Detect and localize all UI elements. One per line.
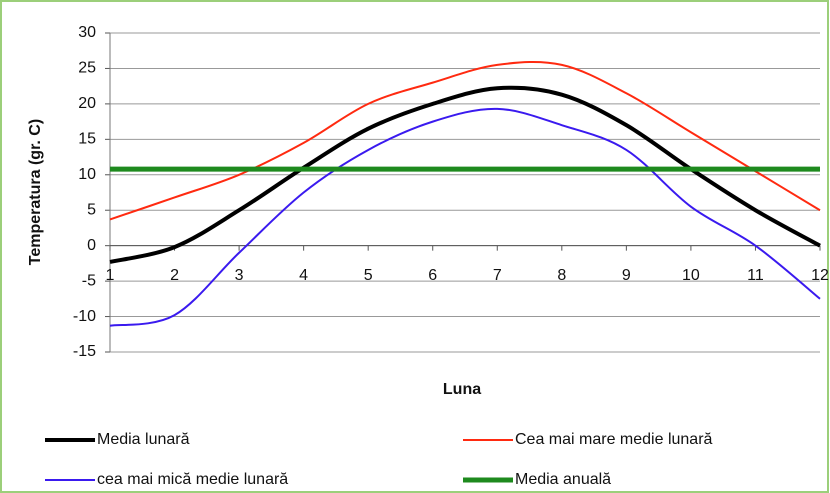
x-tick-label: 7 bbox=[493, 267, 502, 284]
legend-label: Media lunară bbox=[97, 431, 190, 448]
legend-label: Media anuală bbox=[515, 471, 611, 488]
x-tick-label: 3 bbox=[235, 267, 244, 284]
y-tick-label: 10 bbox=[78, 166, 96, 183]
x-tick-label: 6 bbox=[428, 267, 437, 284]
x-tick-label: 5 bbox=[364, 267, 373, 284]
x-axis-label: Luna bbox=[443, 381, 481, 398]
y-tick-label: -5 bbox=[82, 272, 96, 289]
y-tick-label: 0 bbox=[87, 237, 96, 254]
y-tick-label: 5 bbox=[87, 201, 96, 218]
legend-label: Cea mai mare medie lunară bbox=[515, 431, 713, 448]
x-tick-label: 8 bbox=[557, 267, 566, 284]
x-tick-label: 12 bbox=[811, 267, 829, 284]
y-axis-label: Temperatura (gr. C) bbox=[27, 119, 44, 265]
y-tick-label: 20 bbox=[78, 95, 96, 112]
x-tick-label: 11 bbox=[747, 267, 764, 284]
x-tick-label: 1 bbox=[106, 267, 115, 284]
y-tick-label: 30 bbox=[78, 24, 96, 41]
series-line bbox=[109, 85, 821, 264]
y-tick-label: 25 bbox=[78, 60, 96, 77]
legend-label: cea mai mică medie lunară bbox=[97, 471, 288, 488]
x-tick-label: 4 bbox=[299, 267, 308, 284]
x-tick-label: 10 bbox=[682, 267, 700, 284]
series-line bbox=[109, 60, 821, 221]
x-tick-label: 2 bbox=[170, 267, 179, 284]
y-tick-label: -10 bbox=[73, 308, 96, 325]
y-tick-label: 15 bbox=[78, 131, 96, 148]
x-tick-label: 9 bbox=[622, 267, 631, 284]
series-line bbox=[109, 107, 821, 327]
y-tick-label: -15 bbox=[73, 343, 96, 360]
